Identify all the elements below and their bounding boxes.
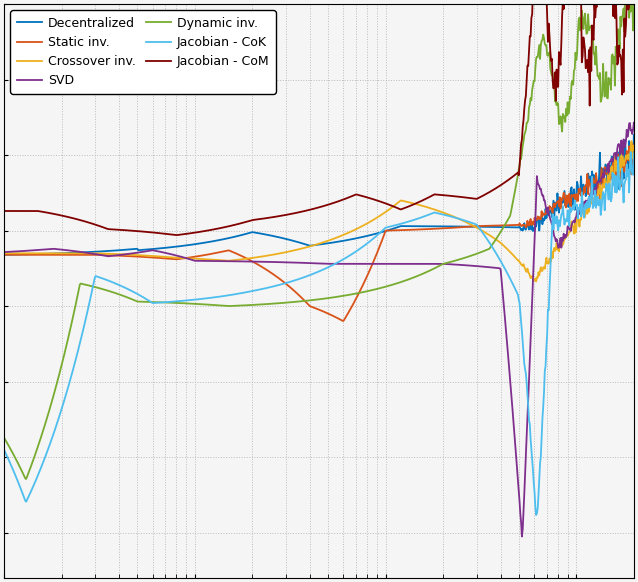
Jacobian - CoM xyxy=(402,204,410,211)
SVD xyxy=(544,209,551,216)
Static inv. xyxy=(1,251,8,258)
Static inv. xyxy=(478,222,486,229)
Legend: Decentralized, Static inv., Crossover inv., SVD, Dynamic inv., Jacobian - CoK, J: Decentralized, Static inv., Crossover in… xyxy=(10,10,276,94)
Jacobian - CoK xyxy=(383,224,390,231)
Jacobian - CoM xyxy=(367,195,375,202)
Dynamic inv. xyxy=(367,287,375,294)
Line: Jacobian - CoK: Jacobian - CoK xyxy=(4,152,634,515)
Jacobian - CoM xyxy=(478,193,486,200)
Crossover inv. xyxy=(1,250,8,257)
Dynamic inv. xyxy=(478,248,486,255)
Jacobian - CoM xyxy=(383,201,391,208)
Line: Jacobian - CoM: Jacobian - CoM xyxy=(4,0,634,235)
Crossover inv. xyxy=(630,146,637,153)
Crossover inv. xyxy=(383,208,390,215)
SVD xyxy=(401,260,409,267)
Decentralized xyxy=(478,223,486,230)
Line: Crossover inv.: Crossover inv. xyxy=(4,141,634,282)
Crossover inv. xyxy=(532,278,540,285)
Decentralized xyxy=(401,223,409,230)
Crossover inv. xyxy=(478,227,486,234)
Dynamic inv. xyxy=(544,52,551,59)
Jacobian - CoK xyxy=(478,228,486,235)
Jacobian - CoM xyxy=(544,12,551,19)
Static inv. xyxy=(628,140,636,147)
Line: SVD: SVD xyxy=(4,123,634,537)
Jacobian - CoK xyxy=(366,238,374,245)
Static inv. xyxy=(39,251,47,258)
SVD xyxy=(366,260,374,267)
Jacobian - CoM xyxy=(1,208,8,215)
Crossover inv. xyxy=(39,250,47,257)
Dynamic inv. xyxy=(1,434,8,441)
SVD xyxy=(383,260,390,267)
Crossover inv. xyxy=(401,198,409,205)
Static inv. xyxy=(544,210,551,217)
Line: Decentralized: Decentralized xyxy=(4,135,634,255)
Crossover inv. xyxy=(366,218,374,225)
Dynamic inv. xyxy=(630,0,637,3)
Jacobian - CoK xyxy=(627,148,635,155)
Jacobian - CoM xyxy=(39,208,47,215)
Jacobian - CoM xyxy=(173,232,181,239)
Decentralized xyxy=(542,215,550,222)
Dynamic inv. xyxy=(40,425,47,432)
Jacobian - CoK xyxy=(532,512,540,519)
SVD xyxy=(630,119,637,126)
Jacobian - CoK xyxy=(39,460,47,467)
Static inv. xyxy=(383,227,391,234)
Jacobian - CoK xyxy=(630,150,637,157)
Static inv. xyxy=(402,226,410,233)
Decentralized xyxy=(1,251,8,258)
SVD xyxy=(478,263,486,270)
Crossover inv. xyxy=(628,138,635,145)
SVD xyxy=(1,249,8,255)
Static inv. xyxy=(339,318,347,325)
Crossover inv. xyxy=(544,260,551,267)
Static inv. xyxy=(630,145,637,152)
SVD xyxy=(39,246,47,253)
Jacobian - CoK xyxy=(1,446,8,453)
Decentralized xyxy=(39,250,47,257)
Line: Static inv.: Static inv. xyxy=(4,144,634,321)
Dynamic inv. xyxy=(22,475,30,482)
Dynamic inv. xyxy=(402,277,410,284)
Decentralized xyxy=(366,232,374,239)
Dynamic inv. xyxy=(383,283,391,290)
Static inv. xyxy=(367,265,375,272)
Line: Dynamic inv.: Dynamic inv. xyxy=(4,0,634,479)
Decentralized xyxy=(630,132,637,139)
Jacobian - CoK xyxy=(401,219,409,226)
Jacobian - CoK xyxy=(544,331,551,338)
Decentralized xyxy=(383,228,390,235)
SVD xyxy=(518,533,526,540)
